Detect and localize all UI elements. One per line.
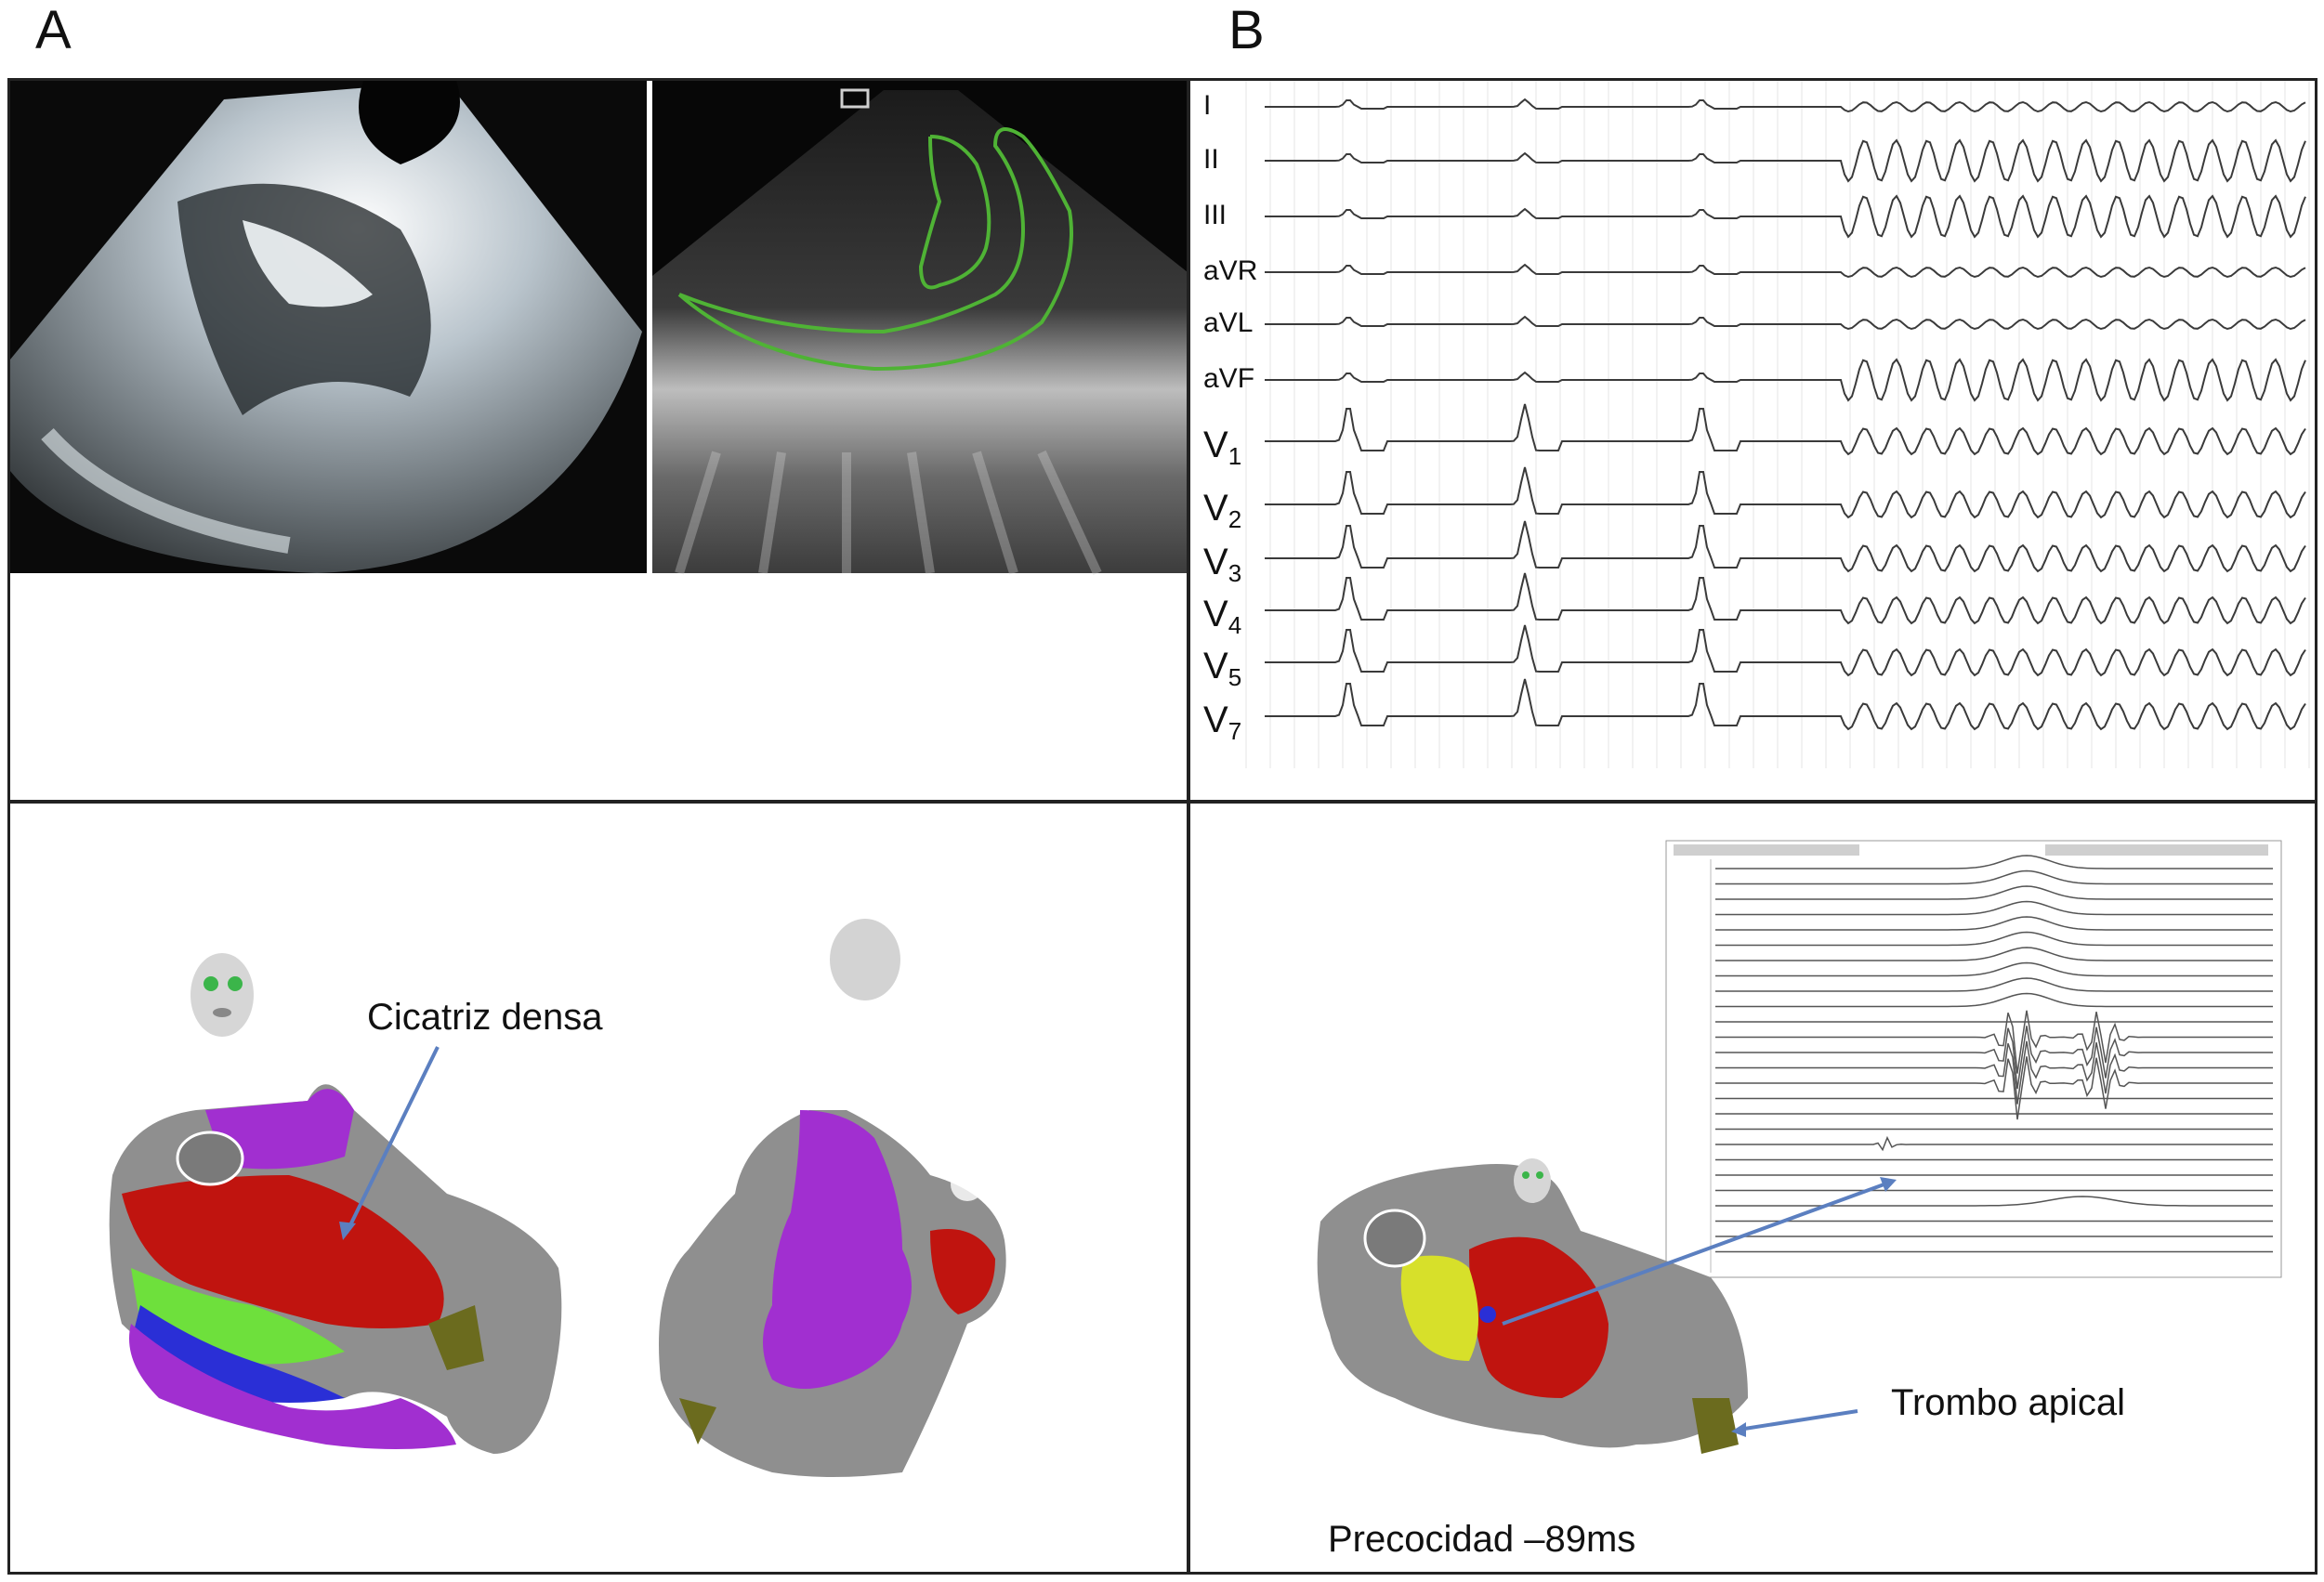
annotation-precocity: Precocidad –89ms [1328, 1519, 1636, 1560]
ecg-lead-label-9: V4 [1203, 594, 1242, 639]
ecg-lead-label-10: V5 [1203, 646, 1242, 691]
electrogram-trace-18 [1715, 1135, 2273, 1152]
ecg-trace-3 [1265, 263, 2306, 279]
electrogram-trace-5 [1715, 931, 2273, 947]
ecg-trace-7 [1265, 466, 2306, 519]
contour-inner [918, 135, 991, 290]
panel-d-frame: Trombo apical Precocidad –89ms [1188, 801, 2317, 1575]
ecg-trace-10 [1265, 624, 2306, 677]
head-orientation-icon [190, 953, 254, 1037]
ecg-strip [1245, 81, 2310, 768]
map-right [659, 1110, 1006, 1477]
panel-letter-b: B [1228, 0, 1265, 60]
ecg-trace-11 [1265, 678, 2306, 731]
ecg-trace-9 [1265, 572, 2306, 625]
ecg-trace-8 [1265, 520, 2306, 573]
map-left [109, 1084, 562, 1454]
thrombus-arrow [1738, 1409, 1858, 1432]
ecg-trace-6 [1265, 403, 2306, 456]
activation-map [1317, 1164, 1748, 1454]
electrogram-trace-1 [1715, 869, 2273, 885]
ecg-trace-0 [1265, 98, 2306, 113]
electrogram-trace-6 [1715, 947, 2273, 961]
electrogram-trace-14 [1715, 1056, 2273, 1120]
electrogram-inset [1317, 840, 2282, 1454]
ecg-trace-2 [1265, 194, 2306, 239]
electrogram-trace-3 [1715, 900, 2273, 916]
electrogram-trace-2 [1715, 885, 2273, 900]
ecg-lead-label-3: aVR [1203, 255, 1258, 286]
head-orientation-back-icon [830, 919, 900, 1000]
panel-letter-a: A [35, 0, 72, 60]
ecg-lead-label-0: I [1203, 90, 1212, 121]
ecg-trace-5 [1265, 358, 2306, 402]
contour-outer [677, 127, 1073, 372]
ecg-lead-label-7: V2 [1203, 488, 1242, 533]
electrogram-trace-13 [1715, 1040, 2273, 1105]
annotation-dense-scar: Cicatriz densa [367, 997, 603, 1038]
echo-images [10, 81, 1187, 582]
electrogram-trace-9 [1715, 992, 2273, 1008]
head-orientation-icon [1514, 1158, 1551, 1203]
electrogram-trace-8 [1715, 977, 2273, 992]
precocity-arrow [1502, 1181, 1890, 1326]
ecg-lead-label-1: II [1203, 144, 1219, 175]
ecg-lead-label-11: V7 [1203, 699, 1242, 745]
echo-right-sector [652, 90, 1187, 573]
electrogram-trace-11 [1715, 1010, 2273, 1074]
panel-b-frame: I II III aVR aVL aVF V1 V2 V3 V4 V5 V7 [1188, 78, 2317, 803]
electrogram-trace-22 [1715, 1196, 2273, 1207]
ecg-lead-label-4: aVL [1203, 307, 1254, 338]
scar-arrow [345, 1046, 440, 1234]
ecg-lead-label-6: V1 [1203, 425, 1242, 470]
ecg-trace-4 [1265, 315, 2306, 331]
electrogram-trace-0 [1715, 855, 2273, 869]
ecg-lead-label-5: aVF [1203, 363, 1255, 394]
electrogram-trace-12 [1715, 1026, 2273, 1090]
panel-a-frame [7, 78, 1189, 803]
voltage-maps [109, 919, 1006, 1477]
panel-c-frame: Cicatriz densa [7, 801, 1189, 1575]
annotation-apical-thrombus: Trombo apical [1891, 1382, 2125, 1423]
ecg-trace-1 [1265, 138, 2306, 183]
ecg-lead-label-2: III [1203, 200, 1228, 230]
ecg-lead-label-8: V3 [1203, 542, 1242, 587]
electrogram-trace-4 [1715, 916, 2273, 931]
electrogram-trace-7 [1715, 961, 2273, 977]
